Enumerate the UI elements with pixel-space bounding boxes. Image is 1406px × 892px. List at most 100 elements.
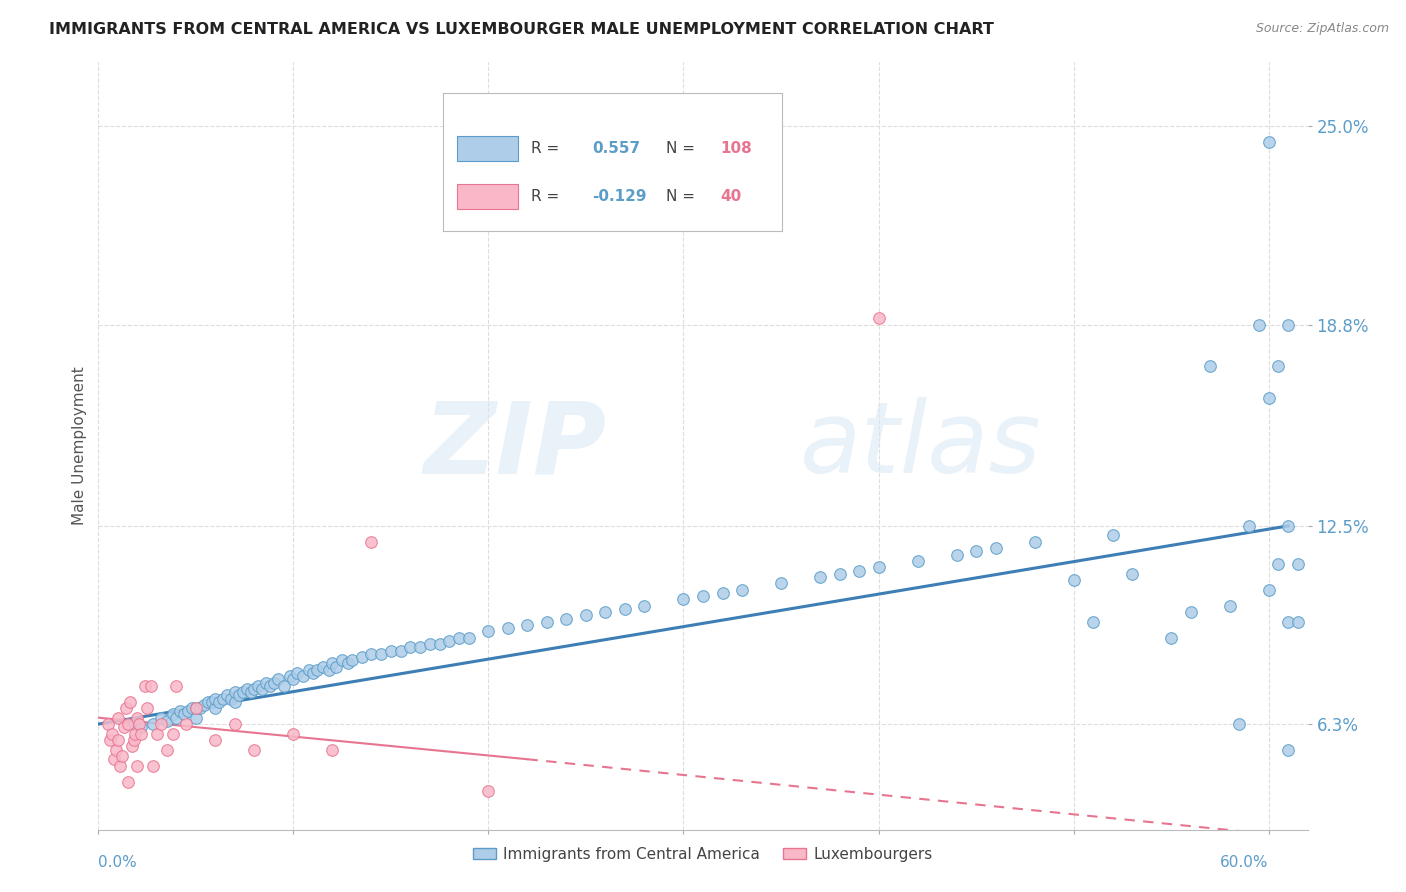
Point [173, 707, 195, 722]
Point [97, 717, 120, 731]
Point [409, 640, 432, 655]
Point [267, 673, 290, 687]
Point [419, 637, 441, 651]
Point [449, 631, 471, 645]
Point [496, 621, 519, 635]
Point [283, 726, 305, 740]
Point [107, 733, 129, 747]
Point [134, 679, 156, 693]
Point [224, 695, 246, 709]
Point [321, 657, 343, 671]
Point [263, 675, 285, 690]
Point [1267, 558, 1289, 572]
Point [285, 665, 308, 680]
Point [340, 653, 363, 667]
Point [162, 707, 184, 722]
Point [337, 657, 360, 671]
Point [614, 602, 637, 616]
Point [292, 669, 315, 683]
Point [808, 570, 831, 584]
Point [575, 608, 598, 623]
Point [204, 691, 226, 706]
Point [848, 564, 870, 578]
Point [536, 615, 558, 629]
Point [965, 544, 987, 558]
Point [224, 685, 246, 699]
Point [1199, 359, 1222, 373]
Point [239, 685, 262, 699]
Point [121, 739, 143, 754]
Point [122, 733, 145, 747]
Point [429, 637, 451, 651]
Point [828, 566, 851, 581]
Point [101, 726, 124, 740]
Point [1180, 605, 1202, 619]
Point [217, 689, 239, 703]
Point [312, 659, 335, 673]
Point [1227, 717, 1250, 731]
Point [254, 675, 277, 690]
Point [146, 726, 169, 740]
Point [197, 695, 219, 709]
Point [208, 695, 231, 709]
Point [1257, 136, 1279, 150]
Point [370, 647, 392, 661]
Point [1063, 574, 1085, 588]
Text: 60.0%: 60.0% [1220, 855, 1268, 870]
Point [1024, 535, 1046, 549]
Point [380, 643, 402, 657]
Point [283, 673, 305, 687]
Point [555, 612, 578, 626]
Point [107, 711, 129, 725]
Point [1247, 318, 1270, 332]
Point [162, 726, 184, 740]
Point [235, 681, 257, 696]
Point [439, 634, 461, 648]
Point [139, 679, 162, 693]
Point [984, 541, 1007, 556]
Point [318, 663, 340, 677]
Point [174, 717, 197, 731]
Point [633, 599, 655, 613]
Point [108, 758, 131, 772]
Text: Source: ZipAtlas.com: Source: ZipAtlas.com [1256, 22, 1389, 36]
Point [1277, 519, 1299, 533]
Point [204, 733, 226, 747]
Point [169, 704, 191, 718]
Point [278, 669, 301, 683]
Point [1219, 599, 1241, 613]
Point [127, 711, 149, 725]
Point [156, 742, 179, 756]
Point [769, 576, 792, 591]
Point [1267, 359, 1289, 373]
Point [142, 758, 165, 772]
Point [104, 742, 127, 756]
Point [1237, 519, 1260, 533]
Point [200, 695, 222, 709]
Text: 0.0%: 0.0% [98, 855, 138, 870]
Point [112, 720, 135, 734]
Text: atlas: atlas [800, 398, 1042, 494]
Point [156, 714, 179, 728]
Point [181, 701, 204, 715]
Point [595, 605, 617, 619]
Point [1286, 558, 1309, 572]
Point [127, 758, 149, 772]
Point [692, 589, 714, 603]
Point [298, 663, 321, 677]
Point [1286, 615, 1309, 629]
Point [1160, 631, 1182, 645]
Text: ZIP: ZIP [423, 398, 606, 494]
Point [122, 717, 145, 731]
Point [131, 720, 153, 734]
Legend: Immigrants from Central America, Luxembourgers: Immigrants from Central America, Luxembo… [467, 841, 939, 868]
Point [1277, 615, 1299, 629]
Point [193, 698, 215, 712]
Point [273, 679, 295, 693]
Point [731, 582, 754, 597]
Point [302, 665, 325, 680]
Point [184, 711, 207, 725]
Point [477, 624, 499, 639]
Point [118, 695, 141, 709]
Point [204, 701, 226, 715]
